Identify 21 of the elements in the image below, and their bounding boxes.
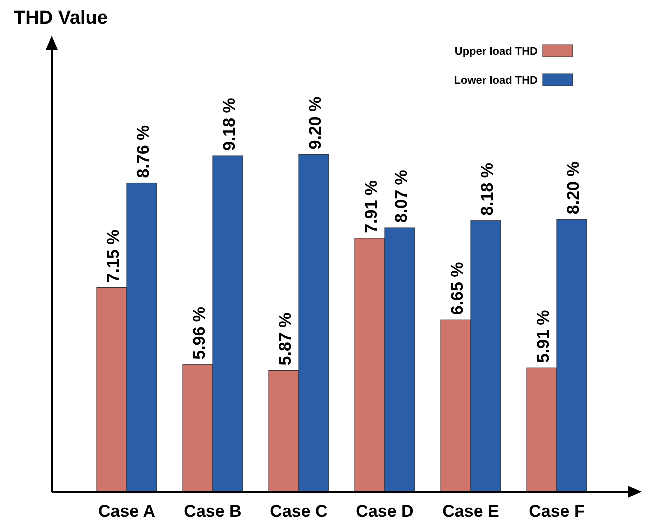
data-label: 8.07 % — [392, 170, 411, 224]
data-label: 9.18 % — [220, 98, 239, 152]
x-tick-label: Case D — [356, 502, 414, 520]
data-label: 8.76 % — [134, 125, 153, 178]
x-tick-label: Case F — [529, 502, 585, 520]
y-axis-title: THD Value — [14, 8, 108, 29]
data-label: 5.96 % — [190, 306, 209, 360]
x-tick-label: Case E — [442, 502, 500, 520]
x-tick-label: Case A — [98, 502, 156, 520]
data-label: 8.20 % — [564, 162, 583, 215]
data-label: 5.87 % — [276, 312, 295, 366]
data-label: 7.91 % — [362, 180, 381, 234]
legend-label: Lower load THD — [454, 75, 538, 87]
x-tick-label: Case B — [184, 502, 242, 520]
data-label: 9.20 % — [306, 96, 325, 150]
data-label: 5.91 % — [534, 310, 553, 364]
data-label: 7.15 % — [104, 230, 123, 283]
x-tick-label: Case C — [270, 502, 328, 520]
legend-label: Upper load THD — [454, 46, 538, 58]
data-label: 8.18 % — [478, 162, 497, 216]
data-label: 6.65 % — [448, 262, 467, 316]
